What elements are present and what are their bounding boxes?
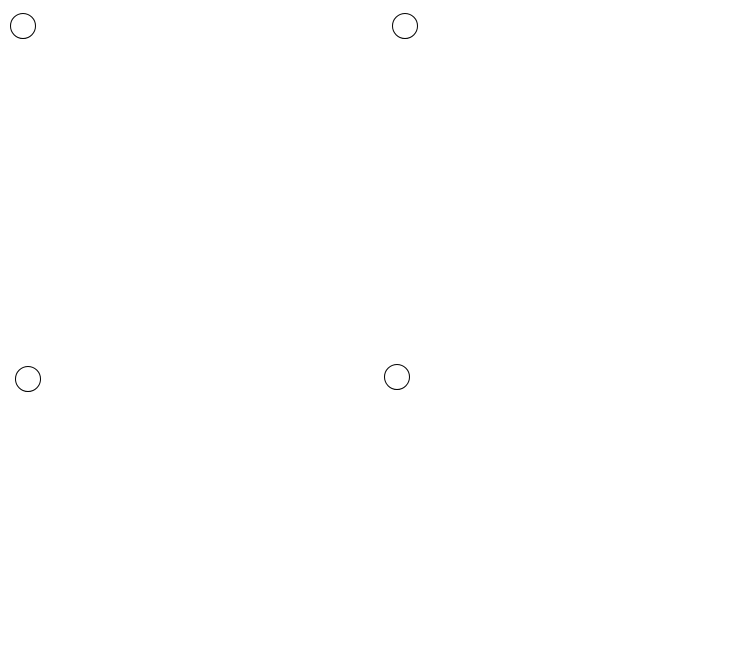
surface-plot-survival-breeding	[0, 354, 366, 666]
panel-letter-c	[15, 366, 41, 392]
surface-plot-survival-postbreeding	[363, 353, 741, 665]
surface-plot-immigration	[375, 46, 753, 358]
panel-letter-a	[10, 13, 36, 39]
panel-letter-b	[392, 13, 418, 39]
surface-plot-reproduction	[0, 46, 378, 358]
panel-letter-d	[384, 364, 410, 390]
